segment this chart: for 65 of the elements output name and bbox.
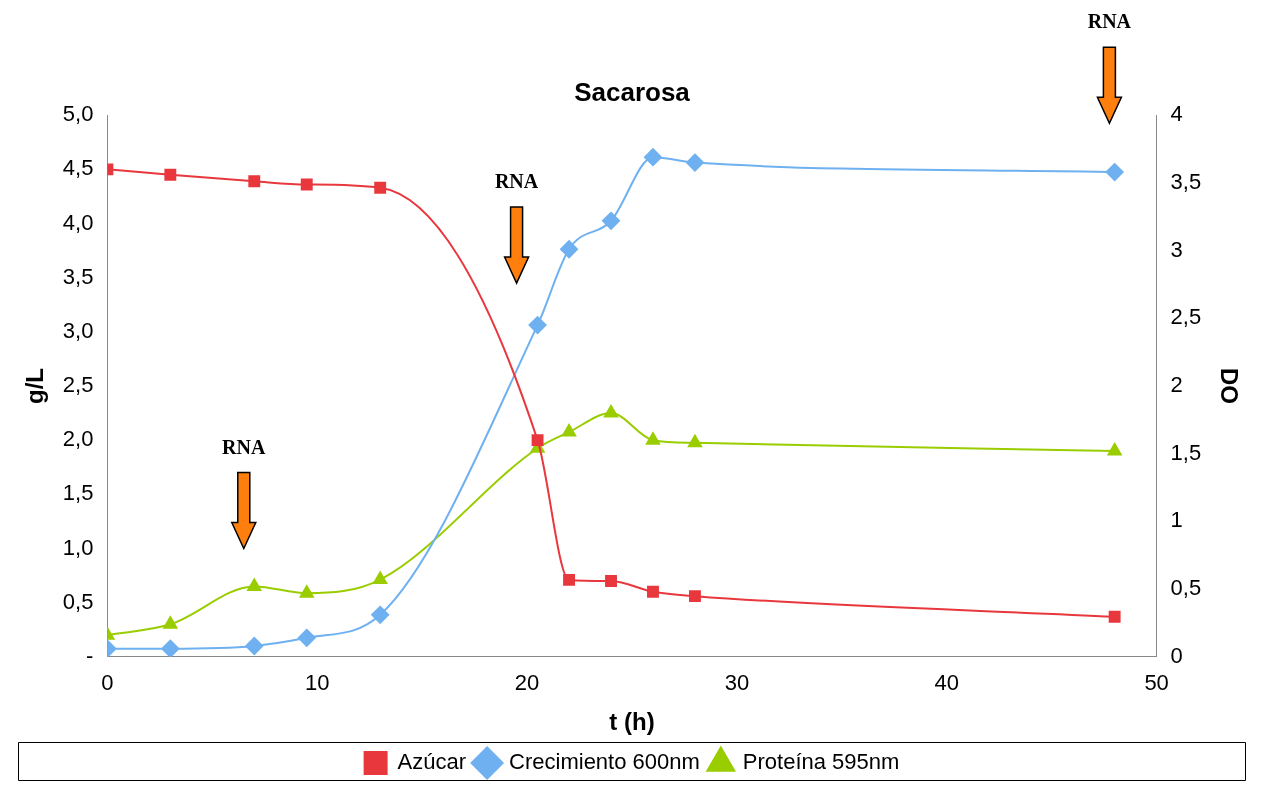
y-tick-label: 4,5 (62, 155, 94, 181)
point (605, 575, 617, 587)
point (563, 573, 575, 586)
y-tick-label: 2,5 (62, 372, 94, 398)
y2-tick-label: 2 (1170, 372, 1183, 398)
y-tick-label: 4,0 (62, 209, 94, 235)
point (528, 316, 547, 335)
point (602, 211, 621, 230)
y-tick-label: 1,5 (62, 480, 94, 506)
legend-label: Crecimiento 600nm (509, 749, 700, 775)
point (245, 636, 264, 655)
point (248, 175, 261, 188)
annotation: RNA (222, 435, 266, 458)
x-axis-title: t (h) (609, 708, 655, 736)
point (685, 153, 704, 172)
point (247, 578, 262, 591)
point (645, 432, 661, 445)
point (299, 585, 314, 598)
point (647, 585, 659, 598)
point (374, 181, 387, 194)
x-tick-label: 10 (304, 670, 330, 696)
point (297, 628, 316, 647)
y-tick-label: 3,0 (62, 317, 94, 343)
point (1105, 163, 1124, 182)
y-tick-label: 0,5 (62, 588, 94, 614)
annotation: RNA (494, 170, 539, 193)
point (1107, 442, 1122, 456)
x-tick-label: 0 (101, 670, 114, 696)
y-tick-label: - (86, 642, 94, 668)
point (561, 424, 577, 437)
y-tick-label: 5,0 (62, 101, 94, 127)
y2-tick-label: 1 (1170, 507, 1183, 533)
x-tick-label: 50 (1144, 670, 1169, 696)
y2-tick-label: 2,5 (1170, 304, 1202, 330)
y2-tick-label: 3 (1170, 236, 1183, 262)
y2-tick-label: 3,5 (1170, 168, 1202, 194)
y2-axis-title: DO (1215, 368, 1243, 404)
point (689, 590, 701, 603)
y-axis-title: g/L (21, 368, 49, 404)
point (560, 240, 579, 259)
point (531, 434, 544, 447)
point (371, 605, 390, 624)
point (643, 148, 662, 167)
y2-tick-label: 0,5 (1170, 575, 1202, 601)
y-tick-label: 1,0 (62, 534, 94, 560)
x-tick-label: 20 (514, 670, 540, 696)
y-tick-label: 3,5 (62, 263, 94, 289)
y2-tick-label: 0 (1170, 642, 1183, 668)
point (161, 639, 180, 657)
point (1108, 610, 1121, 623)
x-tick-label: 30 (724, 670, 750, 696)
y2-tick-label: 4 (1170, 101, 1183, 127)
point (300, 178, 313, 191)
text: RNA (1087, 10, 1132, 33)
point (163, 616, 178, 629)
y2-tick-label: 1,5 (1170, 439, 1202, 465)
point (603, 405, 619, 418)
y-tick-label: 2,0 (62, 426, 94, 452)
point (164, 168, 177, 181)
legend-label: Proteína 595nm (742, 749, 900, 775)
point (687, 434, 703, 448)
point (373, 571, 388, 585)
chart-title: Sacarosa (574, 76, 691, 107)
x-tick-label: 40 (934, 670, 960, 696)
legend-label: Azúcar (397, 749, 467, 775)
